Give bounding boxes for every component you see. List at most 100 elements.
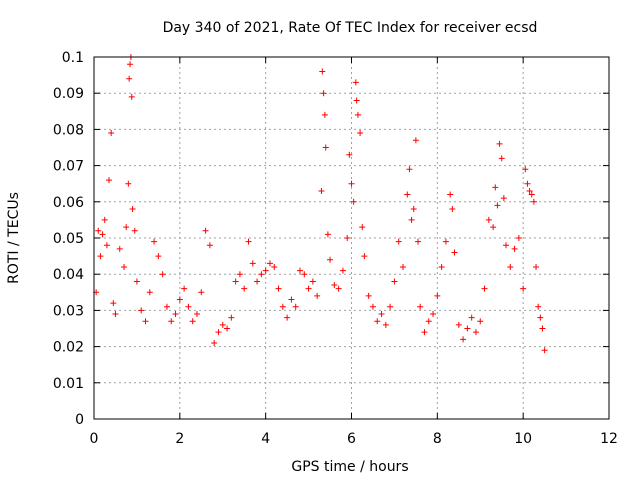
data-point — [101, 216, 108, 223]
data-point — [498, 155, 505, 162]
data-point — [408, 216, 415, 223]
data-point — [442, 238, 449, 245]
data-point — [128, 93, 135, 100]
x-tick-label: 2 — [175, 431, 184, 447]
data-point — [507, 263, 514, 270]
data-point — [472, 329, 479, 336]
data-point — [537, 314, 544, 321]
data-point — [305, 285, 312, 292]
x-tick-label: 4 — [261, 431, 270, 447]
data-point — [535, 303, 542, 310]
data-point — [320, 90, 327, 97]
data-point — [410, 206, 417, 213]
data-point — [266, 260, 273, 267]
data-point — [400, 263, 406, 270]
y-tick-label: 0.06 — [53, 195, 84, 211]
data-point — [500, 195, 507, 202]
data-point — [447, 191, 454, 198]
data-point — [224, 325, 231, 332]
data-point — [232, 278, 239, 285]
data-point — [331, 282, 338, 289]
data-point — [155, 253, 162, 260]
data-point — [146, 289, 153, 296]
data-point — [434, 292, 441, 299]
data-point — [108, 130, 115, 137]
data-point — [421, 329, 428, 336]
data-point — [352, 79, 359, 86]
data-point — [321, 111, 328, 118]
data-point — [194, 311, 200, 318]
data-point — [129, 206, 136, 213]
data-point — [206, 242, 213, 249]
data-point — [374, 318, 381, 325]
y-tick-label: 0.02 — [53, 340, 84, 356]
data-point — [503, 242, 509, 249]
data-point — [211, 339, 218, 346]
data-point — [449, 206, 456, 213]
data-point — [460, 336, 467, 343]
data-point — [365, 292, 372, 299]
y-tick-label: 0.05 — [53, 231, 84, 247]
data-point — [530, 198, 537, 205]
data-point — [348, 180, 355, 187]
data-point — [112, 311, 119, 318]
data-point — [335, 285, 342, 292]
data-point — [185, 303, 192, 310]
data-point — [455, 321, 462, 328]
data-point — [95, 227, 102, 234]
data-point — [369, 303, 376, 310]
data-point — [138, 307, 145, 314]
data-point — [106, 177, 113, 184]
data-point — [539, 325, 546, 332]
data-point — [181, 285, 188, 292]
data-point — [490, 224, 497, 231]
data-point — [359, 224, 366, 231]
data-point — [219, 321, 226, 328]
data-point — [236, 271, 243, 278]
data-point — [215, 329, 222, 336]
data-point — [318, 187, 325, 194]
data-point — [288, 296, 295, 303]
data-point — [254, 278, 261, 285]
data-point — [339, 267, 346, 274]
data-point — [292, 303, 299, 310]
data-point — [189, 318, 196, 325]
data-point — [357, 130, 364, 137]
data-point — [198, 289, 205, 296]
data-point — [127, 61, 134, 68]
data-point — [395, 238, 402, 245]
data-point — [123, 224, 130, 231]
data-point — [526, 187, 533, 194]
data-point — [131, 227, 138, 234]
data-point — [275, 285, 282, 292]
data-point — [382, 321, 389, 328]
data-point — [354, 111, 361, 118]
data-point — [228, 314, 235, 321]
x-tick-label: 12 — [600, 431, 618, 447]
x-axis-label: GPS time / hours — [291, 459, 408, 475]
y-tick-label: 0.07 — [53, 159, 84, 175]
data-point — [438, 263, 445, 270]
y-tick-label: 0.1 — [62, 50, 84, 66]
data-point — [249, 260, 256, 267]
data-point — [297, 267, 303, 274]
data-point — [97, 253, 104, 260]
data-point — [314, 292, 321, 299]
chart-title: Day 340 of 2021, Rate Of TEC Index for r… — [163, 20, 538, 36]
data-point — [116, 245, 123, 252]
y-tick-label: 0.01 — [53, 376, 84, 392]
data-point — [425, 318, 432, 325]
data-point — [327, 256, 334, 263]
data-point — [492, 184, 499, 191]
data-point — [344, 235, 351, 241]
data-point — [172, 311, 179, 318]
data-point — [412, 137, 419, 144]
data-point — [350, 198, 357, 205]
data-point — [103, 242, 110, 249]
data-point — [142, 318, 149, 325]
grid-lines — [94, 57, 609, 419]
data-point — [279, 303, 286, 310]
data-point — [481, 285, 488, 292]
data-point — [125, 180, 132, 187]
data-point — [520, 285, 527, 292]
